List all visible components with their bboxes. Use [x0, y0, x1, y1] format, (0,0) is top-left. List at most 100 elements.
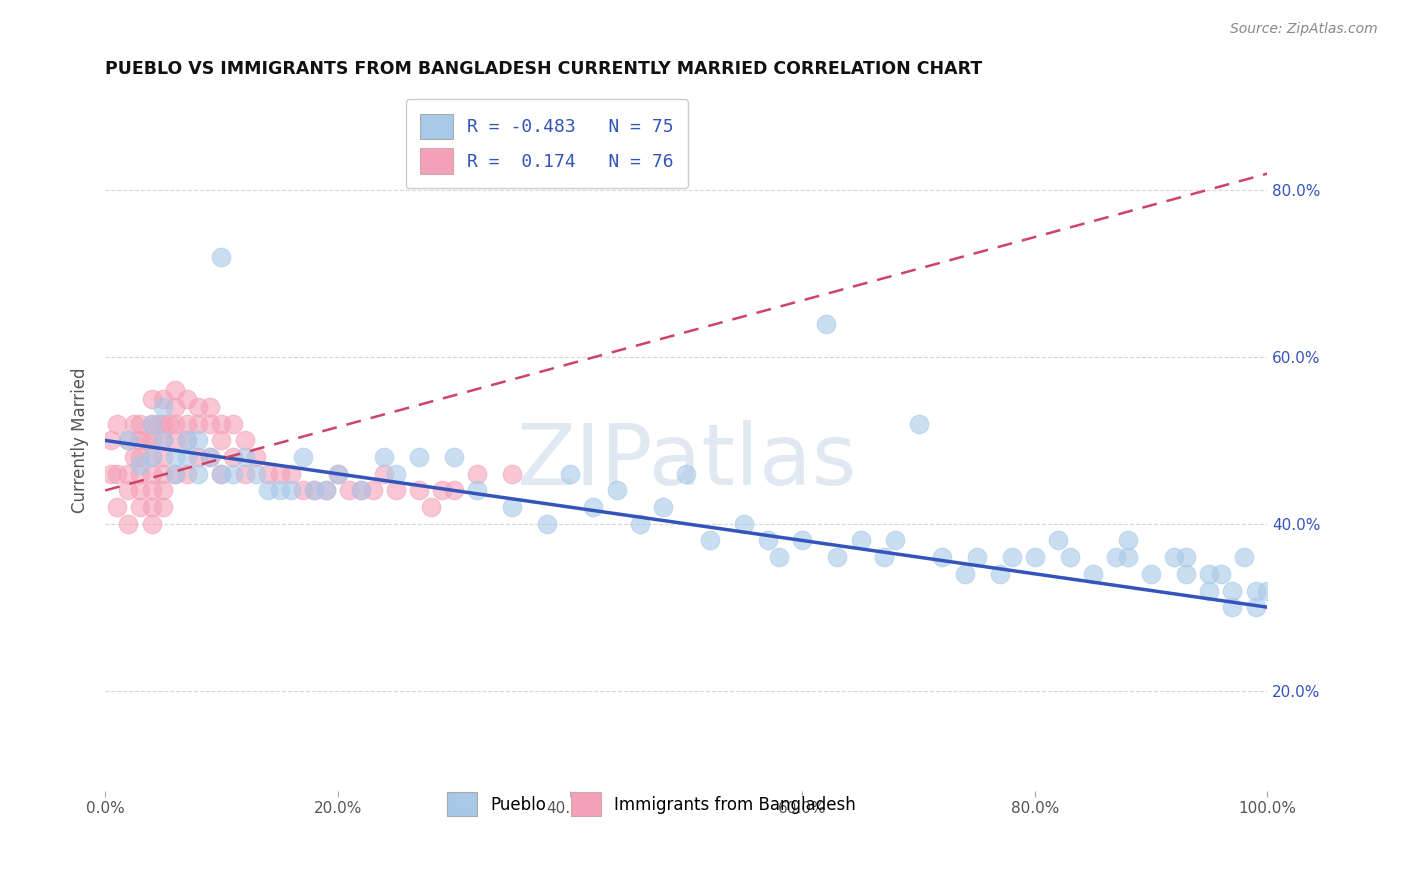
- Point: [117, 483, 139, 498]
- Point: [105, 467, 128, 481]
- Point: [163, 450, 186, 464]
- Point: [269, 467, 291, 481]
- Point: [209, 434, 232, 448]
- Point: [443, 450, 465, 464]
- Point: [1222, 583, 1244, 598]
- Point: [117, 434, 139, 448]
- Point: [222, 450, 245, 464]
- Point: [176, 434, 198, 448]
- Point: [931, 550, 953, 565]
- Point: [536, 516, 558, 531]
- Point: [1256, 583, 1278, 598]
- Point: [350, 483, 373, 498]
- Point: [176, 417, 198, 431]
- Point: [176, 450, 198, 464]
- Point: [1047, 533, 1070, 548]
- Point: [1175, 550, 1198, 565]
- Point: [419, 500, 441, 515]
- Point: [1024, 550, 1046, 565]
- Point: [129, 500, 152, 515]
- Point: [827, 550, 849, 565]
- Point: [432, 483, 454, 498]
- Point: [187, 467, 209, 481]
- Point: [129, 450, 152, 464]
- Point: [315, 483, 337, 498]
- Point: [129, 417, 152, 431]
- Point: [315, 483, 337, 498]
- Point: [117, 467, 139, 481]
- Point: [163, 384, 186, 398]
- Point: [141, 434, 163, 448]
- Point: [117, 434, 139, 448]
- Point: [209, 467, 232, 481]
- Point: [163, 467, 186, 481]
- Point: [1175, 566, 1198, 581]
- Point: [1209, 566, 1232, 581]
- Point: [209, 417, 232, 431]
- Point: [768, 550, 790, 565]
- Point: [129, 483, 152, 498]
- Point: [1198, 583, 1220, 598]
- Text: ZIPatlas: ZIPatlas: [516, 420, 856, 503]
- Point: [652, 500, 675, 515]
- Point: [100, 434, 122, 448]
- Point: [122, 450, 145, 464]
- Text: PUEBLO VS IMMIGRANTS FROM BANGLADESH CURRENTLY MARRIED CORRELATION CHART: PUEBLO VS IMMIGRANTS FROM BANGLADESH CUR…: [105, 60, 983, 78]
- Point: [163, 434, 186, 448]
- Point: [408, 483, 430, 498]
- Point: [141, 450, 163, 464]
- Point: [146, 417, 169, 431]
- Point: [117, 516, 139, 531]
- Point: [814, 317, 837, 331]
- Point: [291, 483, 314, 498]
- Point: [187, 417, 209, 431]
- Point: [129, 434, 152, 448]
- Point: [408, 450, 430, 464]
- Point: [233, 467, 256, 481]
- Point: [849, 533, 872, 548]
- Point: [245, 467, 267, 481]
- Point: [152, 500, 174, 515]
- Point: [209, 250, 232, 264]
- Point: [157, 417, 180, 431]
- Point: [141, 500, 163, 515]
- Point: [1163, 550, 1185, 565]
- Point: [733, 516, 755, 531]
- Point: [141, 392, 163, 406]
- Point: [361, 483, 384, 498]
- Point: [222, 417, 245, 431]
- Y-axis label: Currently Married: Currently Married: [72, 368, 89, 513]
- Point: [129, 458, 152, 473]
- Point: [122, 417, 145, 431]
- Point: [135, 434, 157, 448]
- Point: [1198, 566, 1220, 581]
- Point: [152, 417, 174, 431]
- Point: [105, 500, 128, 515]
- Point: [152, 467, 174, 481]
- Point: [198, 417, 221, 431]
- Point: [606, 483, 628, 498]
- Point: [988, 566, 1011, 581]
- Point: [628, 516, 651, 531]
- Point: [1059, 550, 1081, 565]
- Point: [257, 467, 280, 481]
- Point: [1001, 550, 1024, 565]
- Point: [1140, 566, 1163, 581]
- Point: [198, 450, 221, 464]
- Point: [1116, 550, 1139, 565]
- Point: [141, 516, 163, 531]
- Point: [1222, 600, 1244, 615]
- Point: [152, 450, 174, 464]
- Point: [1233, 550, 1256, 565]
- Point: [152, 392, 174, 406]
- Point: [163, 400, 186, 414]
- Point: [337, 483, 360, 498]
- Point: [326, 467, 349, 481]
- Point: [373, 467, 395, 481]
- Point: [907, 417, 929, 431]
- Point: [384, 467, 406, 481]
- Point: [129, 467, 152, 481]
- Point: [280, 467, 302, 481]
- Point: [233, 450, 256, 464]
- Point: [257, 483, 280, 498]
